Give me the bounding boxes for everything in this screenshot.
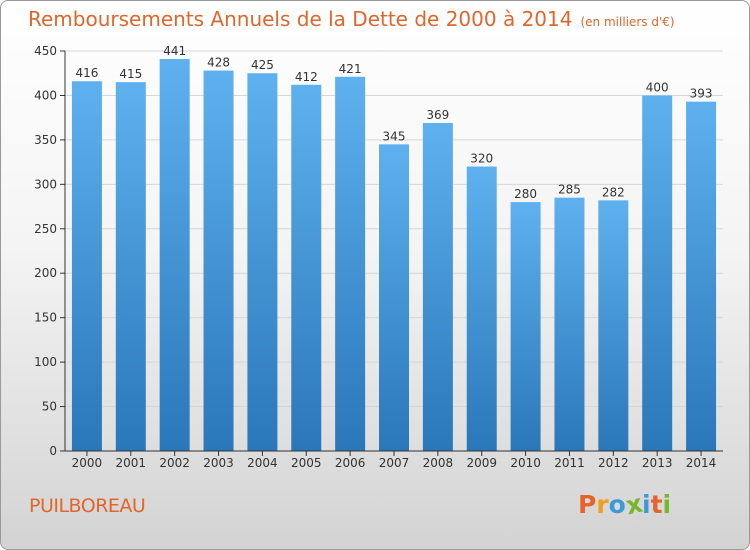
x-tick-label: 2001	[116, 456, 147, 470]
bar-2005	[291, 84, 322, 452]
data-label: 412	[295, 70, 318, 84]
x-tick-label: 2008	[423, 456, 454, 470]
x-tick-label: 2002	[159, 456, 190, 470]
x-tick-label: 2012	[598, 456, 629, 470]
y-tick-label: 450	[34, 44, 57, 58]
bar-2014	[686, 101, 717, 452]
data-label: 285	[558, 183, 581, 197]
x-tick-label: 2003	[203, 456, 234, 470]
chart-title-row: Remboursements Annuels de la Dette de 20…	[28, 7, 675, 31]
y-tick-label: 100	[34, 355, 57, 369]
y-tick-label: 150	[34, 311, 57, 325]
axes	[60, 50, 723, 456]
x-tick-label: 2013	[642, 456, 673, 470]
data-label: 425	[251, 58, 274, 72]
x-tick-label: 2009	[466, 456, 497, 470]
data-label: 428	[207, 56, 230, 70]
labels: 0 50 100 150 200 250 300 350 400 450 416 2000 415 200…	[34, 44, 716, 470]
x-tick-label: 2004	[247, 456, 278, 470]
x-tick-label: 2005	[291, 456, 322, 470]
data-label: 369	[426, 108, 449, 122]
chart-title: Remboursements Annuels de la Dette de 20…	[28, 7, 573, 31]
y-tick-label: 250	[34, 222, 57, 236]
x-tick-label: 2000	[72, 456, 103, 470]
data-label: 400	[646, 80, 669, 94]
bar-2003	[203, 70, 234, 452]
y-tick-label: 400	[34, 88, 57, 102]
y-tick-label: 300	[34, 177, 57, 191]
x-tick-label: 2011	[554, 456, 585, 470]
bar-2009	[466, 166, 497, 452]
bar-2006	[335, 76, 366, 452]
data-label: 416	[75, 66, 98, 80]
x-tick-label: 2007	[379, 456, 410, 470]
data-label: 320	[470, 152, 493, 166]
y-tick-label: 0	[49, 444, 57, 458]
bars	[71, 59, 717, 452]
y-tick-label: 50	[42, 400, 57, 414]
x-tick-label: 2006	[335, 456, 366, 470]
y-tick-label: 200	[34, 266, 57, 280]
bar-2013	[642, 95, 673, 451]
bar-2007	[379, 144, 409, 452]
commune-name: PUILBOREAU	[29, 495, 146, 517]
x-tick-label: 2014	[686, 456, 717, 470]
data-label: 345	[383, 129, 406, 143]
data-label: 282	[602, 185, 625, 199]
bar-2012	[598, 200, 629, 451]
data-label: 421	[339, 62, 362, 76]
data-label: 441	[163, 44, 186, 58]
x-tick-label: 2010	[510, 456, 541, 470]
data-label: 415	[119, 67, 142, 81]
chart-subtitle: (en milliers d'€)	[580, 15, 675, 29]
data-label: 393	[690, 87, 713, 101]
bar-2001	[115, 82, 146, 451]
bar-2000	[71, 81, 102, 451]
data-label: 280	[514, 187, 537, 201]
bar-2011	[554, 197, 585, 451]
y-tick-label: 350	[34, 133, 57, 147]
proxiti-logo: Proxiti	[578, 488, 672, 521]
bar-2004	[247, 73, 278, 451]
bar-2008	[422, 123, 453, 451]
bar-2010	[510, 202, 541, 451]
bar-2002	[159, 59, 190, 451]
